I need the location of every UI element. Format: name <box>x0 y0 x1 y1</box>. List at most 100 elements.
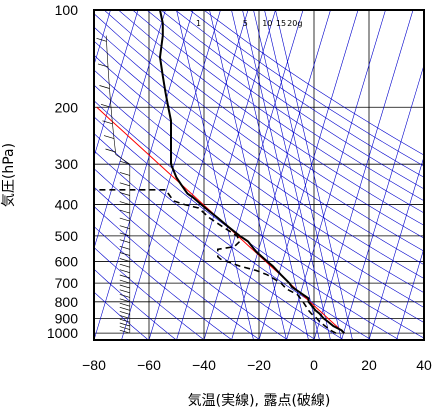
wind-barb <box>103 135 115 139</box>
dry-adiabat-310 <box>94 100 424 339</box>
y-tick-label: 500 <box>55 228 79 244</box>
y-tick-label: 200 <box>55 99 79 115</box>
wind-barb <box>119 302 130 307</box>
skew-line--50 <box>176 10 276 340</box>
dry-adiabat-360 <box>94 26 424 266</box>
y-tick-label: 100 <box>55 2 79 18</box>
wind-barb <box>119 160 130 165</box>
dry-adiabat-410 <box>146 10 424 202</box>
wind-barb <box>119 172 130 176</box>
y-tick-label: 1000 <box>47 325 78 341</box>
x-tick-labels: −80 −60 −40 −20 0 20 40 <box>82 357 432 373</box>
temperature-line <box>158 10 346 334</box>
y-tick-label: 300 <box>55 156 79 172</box>
wind-barb <box>96 37 107 42</box>
mixing-ratio-lines <box>176 10 353 340</box>
dry-adiabat-220 <box>94 268 177 340</box>
wind-barb <box>119 311 130 315</box>
mixing-ratio-label: 5 <box>243 19 248 28</box>
wind-barb <box>119 294 130 298</box>
x-tick-label: 0 <box>310 357 318 373</box>
skew-line--80 <box>94 10 194 340</box>
dry-adiabat-240 <box>94 226 233 340</box>
mixing-ratio-line-5 <box>264 10 342 340</box>
skew-line-0 <box>313 10 414 340</box>
wind-barb <box>119 201 130 205</box>
skew-line-40 <box>423 338 424 340</box>
dry-adiabat-450 <box>203 10 424 156</box>
wind-barb <box>119 298 130 303</box>
skew-line--100 <box>94 10 139 158</box>
wind-barb <box>119 289 130 294</box>
mixing-ratio-line-6 <box>275 10 353 340</box>
wind-barb <box>119 263 130 268</box>
wind-barb <box>102 120 113 125</box>
y-tick-label: 800 <box>55 294 79 310</box>
dry-adiabat-430 <box>175 10 424 178</box>
mixing-ratio-line-1 <box>209 10 287 340</box>
dry-adiabat-260 <box>94 186 289 340</box>
wind-barb <box>119 318 130 323</box>
x-tick-label: −20 <box>247 357 271 373</box>
mixing-ratio-line-3 <box>242 10 320 340</box>
skew-line--20 <box>258 10 359 340</box>
dry-adiabat-440 <box>189 10 424 167</box>
dry-adiabat-330 <box>94 69 424 308</box>
x-axis-title: 気温(実線), 露点(破線) <box>188 393 331 409</box>
skew-line-20 <box>368 155 424 340</box>
parcel-curve-line <box>96 106 345 334</box>
wind-barb <box>97 63 109 68</box>
dry-adiabat-350 <box>94 40 424 279</box>
wind-barb <box>119 225 130 230</box>
mixing-ratio-label: 10 <box>262 19 272 28</box>
dewpoint-line <box>94 189 337 334</box>
mixing-ratio-label: 1 <box>196 19 201 28</box>
skew-line--60 <box>148 10 249 340</box>
wind-barb <box>99 85 110 89</box>
x-tick-label: 20 <box>361 357 377 373</box>
wind-barb-shaft <box>105 35 131 334</box>
skew-line--90 <box>94 10 166 250</box>
wind-barb <box>119 252 130 256</box>
mixing-ratio-line-4 <box>253 10 331 340</box>
dry-adiabat-280 <box>94 150 344 340</box>
dry-adiabat-380 <box>103 10 424 239</box>
y-tick-label: 900 <box>55 310 79 326</box>
wind-barb <box>119 322 130 327</box>
skew-line-30 <box>396 247 424 340</box>
dry-adiabat-210 <box>94 291 149 340</box>
x-tick-label: −40 <box>192 357 216 373</box>
wind-barb <box>119 329 130 334</box>
dry-adiabat-390 <box>118 10 424 226</box>
y-axis-title: 気圧(hPa) <box>1 143 17 207</box>
wind-barb <box>119 209 130 214</box>
y-tick-label: 600 <box>55 254 79 270</box>
x-tick-label: 40 <box>416 357 432 373</box>
x-tick-label: −60 <box>137 357 161 373</box>
sounding-series <box>94 10 346 334</box>
dry-adiabat-420 <box>160 10 424 190</box>
dry-adiabat-340 <box>94 54 424 294</box>
y-tick-label: 400 <box>55 197 79 213</box>
dry-adiabat-250 <box>94 206 261 340</box>
wind-barb <box>119 274 130 279</box>
wind-barb <box>119 239 130 244</box>
wind-barb <box>119 284 130 289</box>
wind-barb <box>119 232 130 237</box>
wind-barb <box>119 217 130 222</box>
wind-barb <box>105 148 116 153</box>
wind-barb <box>119 269 130 274</box>
skew-line--40 <box>203 10 304 340</box>
dry-adiabat-230 <box>94 247 205 340</box>
wind-barb <box>119 245 130 250</box>
mixing-ratio-labels: 1 5 10 15 20g <box>196 19 302 28</box>
parcel-curve <box>96 106 345 334</box>
mixing-ratio-line-0 <box>176 10 254 340</box>
wind-barbs <box>96 35 131 334</box>
y-tick-label: 700 <box>55 275 79 291</box>
mixing-ratio-line-2 <box>231 10 309 340</box>
dry-adiabat-400 <box>132 10 424 214</box>
dry-adiabat-320 <box>94 84 424 323</box>
